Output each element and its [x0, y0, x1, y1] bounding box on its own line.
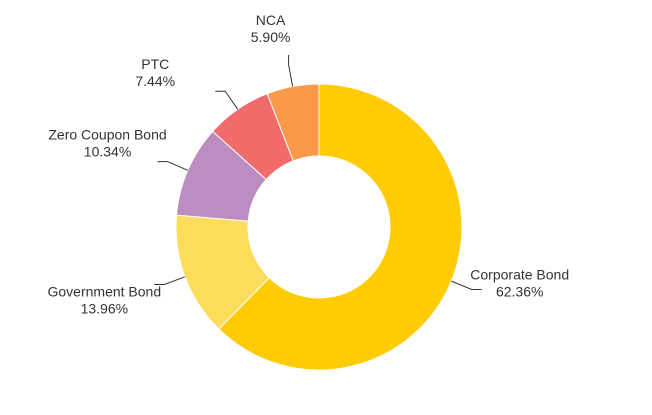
slice-name-zero-coupon-bond: Zero Coupon Bond	[48, 127, 166, 143]
slice-value-ptc: 7.44%	[135, 73, 175, 89]
leader-lines-layer	[154, 54, 482, 290]
slice-value-corporate-bond: 62.36%	[496, 283, 543, 299]
slice-value-government-bond: 13.96%	[81, 300, 128, 316]
slice-value-zero-coupon-bond: 10.34%	[84, 144, 131, 160]
slice-value-nca: 5.90%	[251, 29, 291, 45]
leader-line-corporate-bond	[451, 280, 482, 290]
slice-name-corporate-bond: Corporate Bond	[470, 266, 569, 282]
slice-name-ptc: PTC	[141, 56, 169, 72]
slice-corporate-bond[interactable]	[218, 83, 463, 371]
leader-line-government-bond	[154, 276, 186, 285]
slice-nca[interactable]	[266, 83, 320, 162]
slice-name-government-bond: Government Bond	[48, 283, 162, 299]
leader-line-ptc	[215, 90, 239, 110]
leader-line-zero-coupon-bond	[157, 161, 188, 171]
slice-name-nca: NCA	[256, 12, 286, 28]
leader-line-nca	[288, 54, 294, 87]
slices-layer	[175, 83, 463, 371]
